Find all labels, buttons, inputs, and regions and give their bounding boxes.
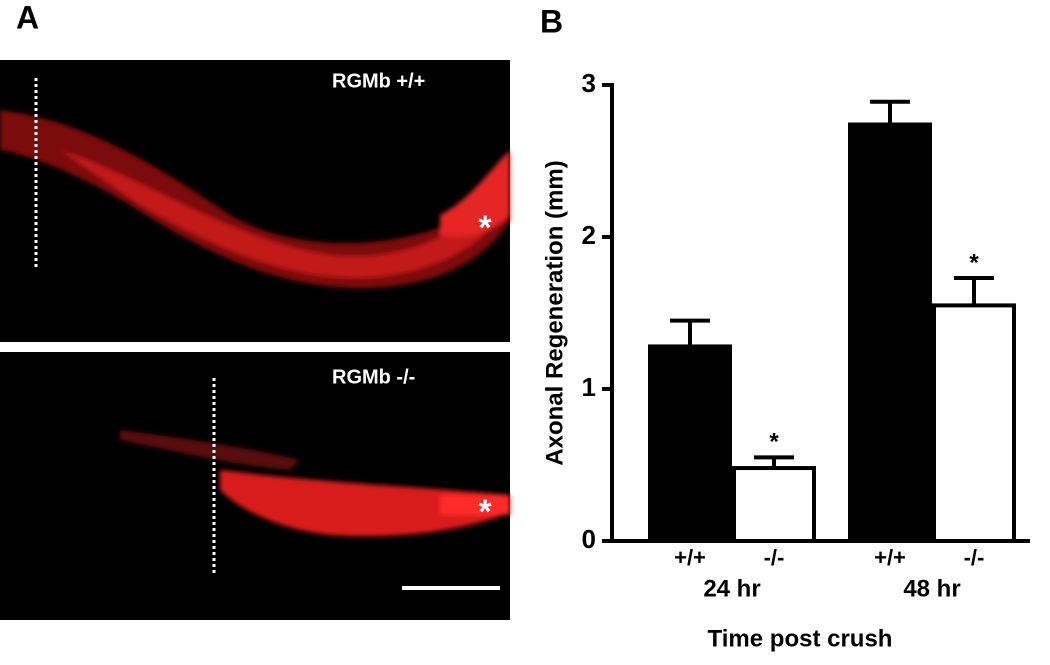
bar (648, 344, 732, 543)
x-tick-label: +/+ (674, 545, 706, 570)
x-tick-label: -/- (764, 545, 785, 570)
y-tick-label: 3 (582, 68, 596, 98)
y-tick-label: 1 (582, 372, 596, 402)
significance-marker: * (769, 429, 779, 456)
x-tick-label: -/- (964, 545, 985, 570)
micrograph-wildtype (0, 60, 510, 342)
bar (732, 466, 816, 544)
y-axis-label: Axonal Regeneration (mm) (541, 160, 568, 465)
x-tick-label: +/+ (874, 545, 906, 570)
bar (932, 303, 1016, 543)
x-axis-label: Time post crush (708, 625, 893, 652)
crush-marker: * (478, 209, 492, 247)
panel-label: A (16, 0, 39, 35)
group-label: 48 hr (903, 575, 960, 602)
group-label: 24 hr (703, 575, 760, 602)
y-tick-label: 0 (582, 524, 596, 554)
significance-marker: * (969, 249, 979, 276)
bar (848, 122, 932, 544)
panel-label: B (540, 3, 563, 39)
image-caption: RGMb +/+ (332, 70, 425, 92)
image-caption: RGMb -/- (332, 366, 415, 388)
micrograph-knockout (0, 352, 510, 620)
y-tick-label: 2 (582, 220, 596, 250)
crush-marker: * (478, 493, 492, 531)
